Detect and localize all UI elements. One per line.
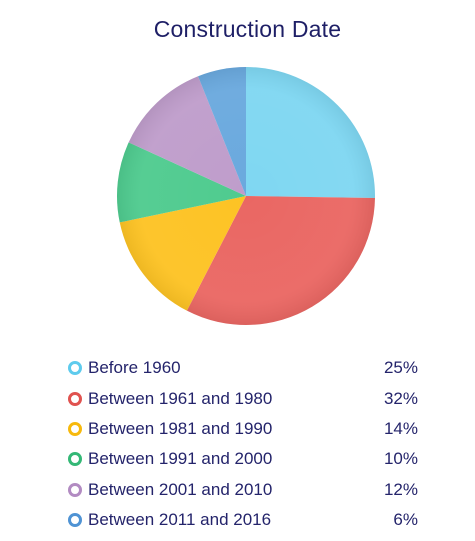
legend-item-1961-1980: Between 1961 and 1980 32%: [68, 383, 418, 413]
legend-value: 14%: [383, 418, 418, 438]
legend: Before 1960 25% Between 1961 and 1980 32…: [68, 353, 418, 535]
chart-title: Construction Date: [153, 16, 342, 42]
legend-marker-circle-icon: [68, 513, 82, 528]
legend-label: Between 1991 and 2000: [88, 449, 273, 469]
legend-label: Between 2011 and 2016: [88, 510, 272, 530]
legend-label: Before 1960: [88, 358, 181, 378]
legend-marker-circle-icon: [68, 361, 82, 376]
legend-item-before-1960: Before 1960 25%: [68, 353, 418, 383]
legend-item-2001-2010: Between 2001 and 2010 12%: [68, 475, 418, 505]
legend-label: Between 1961 and 1980: [88, 388, 273, 408]
pie-shading: [117, 67, 375, 325]
legend-item-2011-2016: Between 2011 and 2016 6%: [68, 505, 418, 535]
legend-value: 6%: [393, 510, 418, 530]
pie-chart: [116, 67, 375, 325]
legend-marker-circle-icon: [68, 452, 82, 467]
legend-value: 25%: [383, 358, 418, 378]
legend-label: Between 2001 and 2010: [88, 479, 273, 499]
legend-marker-circle-icon: [68, 421, 82, 436]
legend-item-1991-2000: Between 1991 and 2000 10%: [68, 444, 418, 474]
legend-value: 10%: [383, 449, 418, 469]
legend-value: 32%: [383, 388, 418, 408]
legend-value: 12%: [383, 479, 418, 499]
legend-item-1981-1990: Between 1981 and 1990 14%: [68, 414, 418, 444]
legend-label: Between 1981 and 1990: [88, 418, 273, 438]
legend-marker-circle-icon: [68, 482, 82, 497]
legend-marker-circle-icon: [68, 391, 82, 406]
